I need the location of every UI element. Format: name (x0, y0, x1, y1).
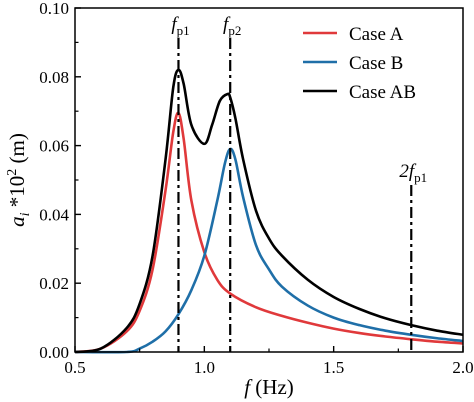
series-line-case-b (74, 147, 464, 354)
y-tick-label: 0.00 (39, 343, 69, 362)
reference-label-subscript: p2 (228, 23, 241, 38)
reference-label-subscript: p1 (177, 23, 190, 38)
series-line-case-a (74, 111, 464, 354)
legend-label: Case B (349, 53, 403, 74)
legend-label: Case A (349, 24, 404, 45)
y-tick-label: 0.04 (39, 205, 69, 224)
y-axis-superscript: 2 (5, 169, 20, 176)
reference-label-symbol: f (223, 14, 231, 35)
legend: Case A Case B Case AB (303, 24, 416, 103)
y-axis-unit: (m) (5, 133, 29, 169)
reference-label-symbol: 2f (399, 161, 417, 182)
y-tick-label: 0.02 (39, 274, 69, 293)
reference-label-subscript: p1 (414, 170, 427, 185)
y-tick-label: 0.10 (39, 0, 69, 18)
x-tick-label: 1.0 (194, 358, 215, 377)
legend-label: Case AB (349, 82, 416, 103)
y-tick-label: 0.08 (39, 68, 69, 87)
y-axis-symbol: a (5, 216, 29, 227)
reference-label-symbol: f (171, 14, 179, 35)
reference-label-3: 2fp1 (399, 161, 427, 185)
y-axis-multiplier: *10 (5, 176, 29, 213)
x-tick-label: 0.5 (64, 358, 85, 377)
y-axis-subscript: i (18, 212, 33, 216)
axis-ticks: 0.5 1.0 1.5 2.0 0.00 0.02 0.04 0.06 0.08 0.10 (39, 0, 473, 377)
reference-label-2: fp2 (223, 14, 241, 38)
x-axis-symbol: f (244, 375, 253, 399)
y-tick-label: 0.06 (39, 137, 69, 156)
x-axis-unit: (Hz) (250, 375, 294, 399)
x-tick-label: 1.5 (323, 358, 344, 377)
series-curves (74, 68, 464, 354)
y-axis-title: ai *102 (m) (5, 133, 33, 227)
x-tick-label: 2.0 (452, 358, 473, 377)
reference-label-1: fp1 (171, 14, 189, 38)
x-axis-title: f (Hz) (244, 375, 294, 399)
series-line-case-ab (74, 68, 464, 354)
